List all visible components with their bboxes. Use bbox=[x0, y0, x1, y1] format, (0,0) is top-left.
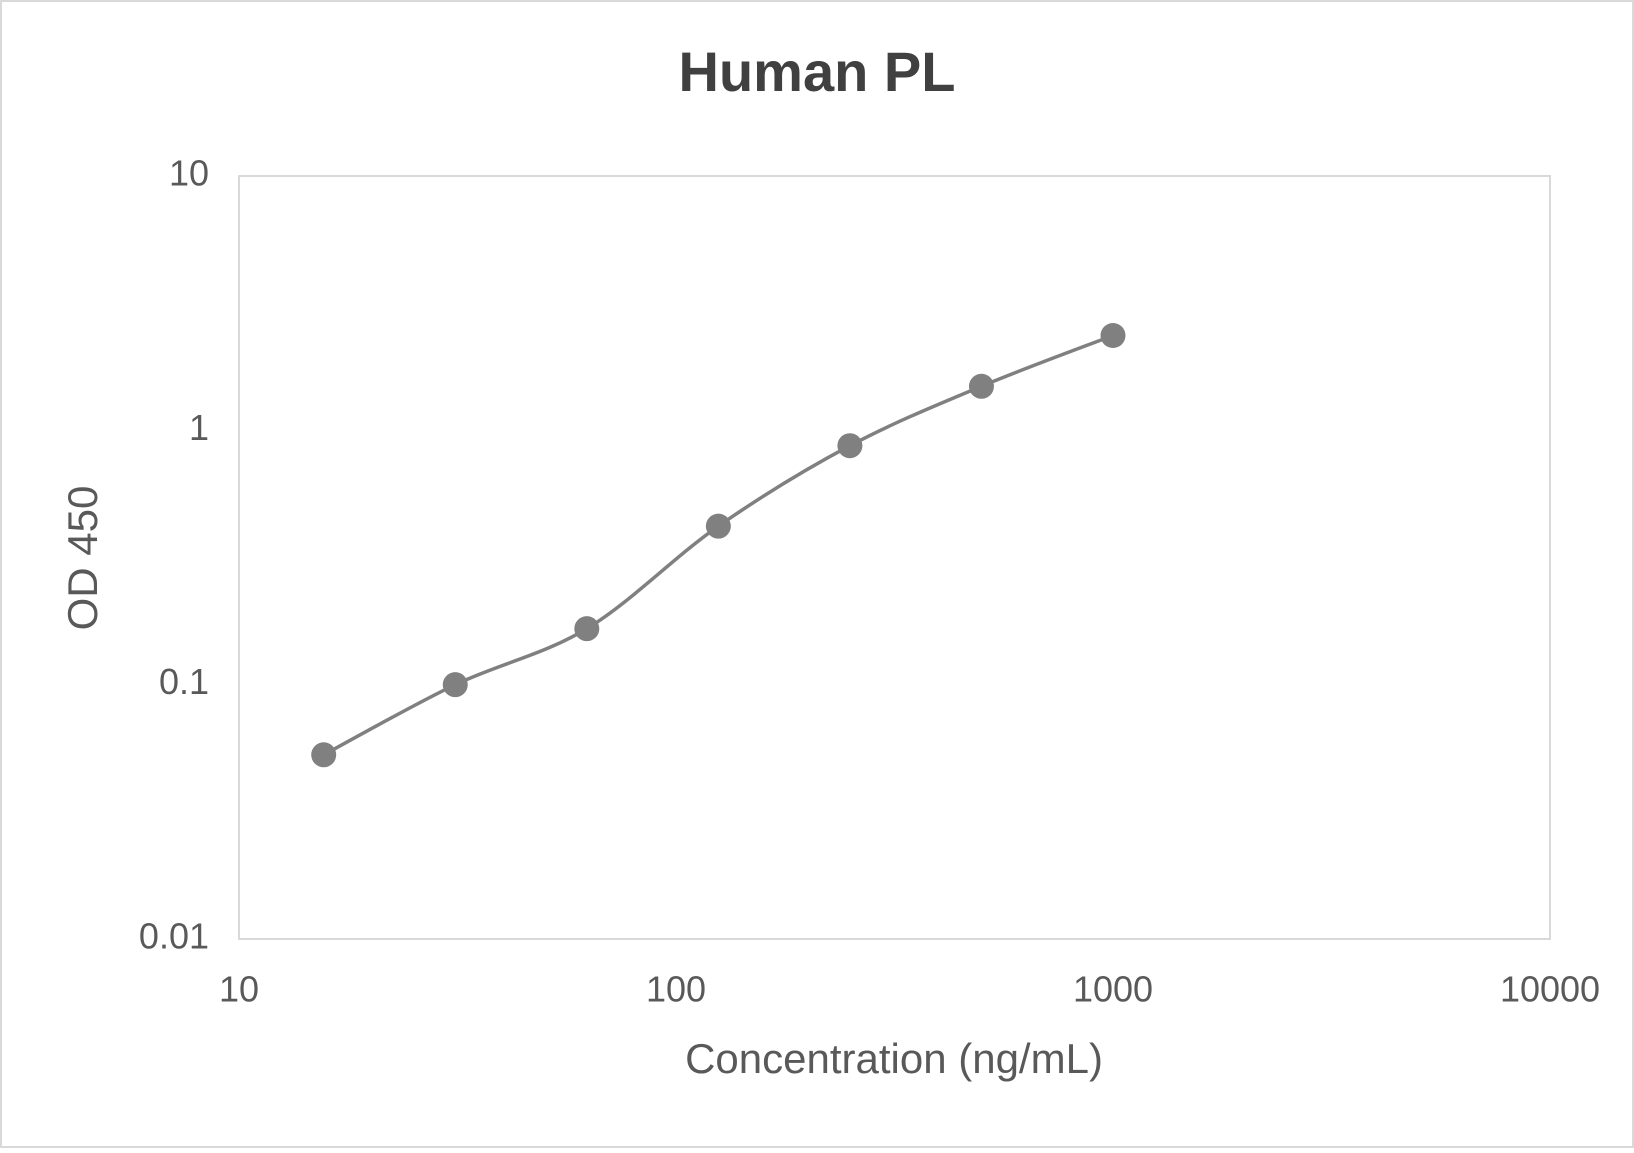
data-point bbox=[574, 616, 600, 642]
data-point bbox=[837, 433, 863, 459]
y-tick-label: 0.1 bbox=[159, 661, 209, 702]
x-tick-label: 100 bbox=[646, 969, 706, 1010]
y-axis-title: OD 450 bbox=[59, 486, 106, 631]
y-tick-label: 0.01 bbox=[139, 916, 209, 957]
data-point bbox=[705, 513, 731, 539]
x-tick-label: 1000 bbox=[1073, 969, 1153, 1010]
y-tick-label: 10 bbox=[169, 153, 209, 194]
chart-title: Human PL bbox=[679, 40, 956, 103]
x-axis-title: Concentration (ng/mL) bbox=[685, 1035, 1103, 1082]
data-point bbox=[1100, 322, 1126, 348]
data-point bbox=[442, 672, 468, 698]
x-tick-label: 10 bbox=[219, 969, 259, 1010]
plot-area bbox=[238, 175, 1551, 940]
x-tick-label: 10000 bbox=[1500, 969, 1600, 1010]
data-point bbox=[311, 742, 337, 768]
y-tick-label: 1 bbox=[189, 407, 209, 448]
data-point bbox=[968, 373, 994, 399]
